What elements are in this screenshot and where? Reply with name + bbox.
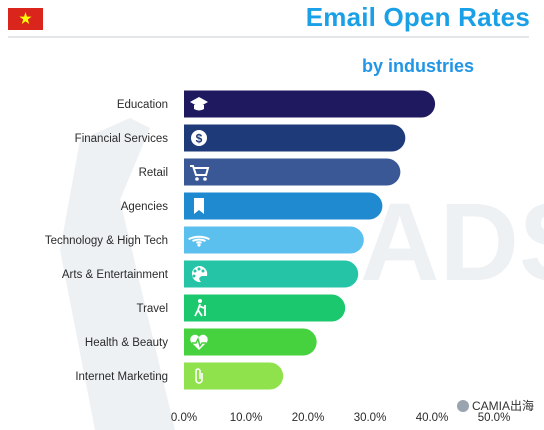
chart-subtitle: by industries: [361, 56, 474, 76]
category-label-education: Education: [117, 99, 168, 111]
chart-title: Email Open Rates: [305, 2, 530, 32]
vietnam-flag-icon: [8, 8, 43, 30]
bar-arts-and-entertainment: [184, 260, 359, 288]
bar-technology-and-high-tech: [184, 226, 364, 254]
bar-left-edge-travel: [184, 294, 198, 322]
bar-left-edge-internet-marketing: [184, 362, 198, 390]
watermark-label: CAMIA出海: [471, 399, 534, 413]
category-label-technology-and-high-tech: Technology & High Tech: [45, 235, 168, 247]
bar-agencies: [184, 192, 383, 220]
category-label-health-and-beauty: Health & Beauty: [85, 337, 168, 349]
x-tick-label: 40.0%: [416, 412, 449, 424]
heart-pulse-icon: [190, 334, 208, 350]
x-tick-label: 10.0%: [230, 412, 263, 424]
bar-left-edge-financial-services: [184, 124, 198, 152]
x-tick-label: 0.0%: [171, 412, 197, 424]
dollar-coin-icon: $: [191, 130, 207, 146]
x-tick-label: 30.0%: [354, 412, 387, 424]
category-label-arts-and-entertainment: Arts & Entertainment: [62, 269, 169, 281]
watermark-caption: CAMIA出海: [456, 397, 534, 414]
category-label-travel: Travel: [136, 303, 168, 315]
svg-text:ADSC: ADSC: [360, 181, 544, 304]
category-label-financial-services: Financial Services: [75, 133, 169, 145]
header-divider: [8, 36, 529, 38]
wifi-icon: [188, 235, 210, 247]
bar-left-edge-education: [184, 90, 198, 118]
bar-left-edge-retail: [184, 158, 198, 186]
bar-travel: [184, 294, 346, 322]
bookmark-icon: [194, 198, 204, 214]
paperclip-icon: [195, 368, 203, 384]
category-label-retail: Retail: [139, 167, 168, 179]
category-label-agencies: Agencies: [121, 201, 169, 213]
bar-left-edge-arts-and-entertainment: [184, 260, 198, 288]
bar-financial-services: [184, 124, 406, 152]
bar-internet-marketing: [184, 362, 284, 390]
x-tick-label: 50.0%: [478, 412, 511, 424]
x-tick-label: 20.0%: [292, 412, 325, 424]
wechat-logo-icon: [456, 400, 469, 412]
bar-left-edge-technology-and-high-tech: [184, 226, 198, 254]
bar-education: [184, 90, 436, 118]
bar-retail: [184, 158, 401, 186]
bar-health-and-beauty: [184, 328, 317, 356]
graduation-cap-icon: [190, 97, 208, 111]
shopping-cart-icon: [190, 165, 210, 181]
svg-text:$: $: [196, 132, 203, 146]
category-label-internet-marketing: Internet Marketing: [75, 371, 168, 383]
hiker-icon: [194, 299, 206, 317]
paint-palette-icon: [191, 265, 208, 283]
